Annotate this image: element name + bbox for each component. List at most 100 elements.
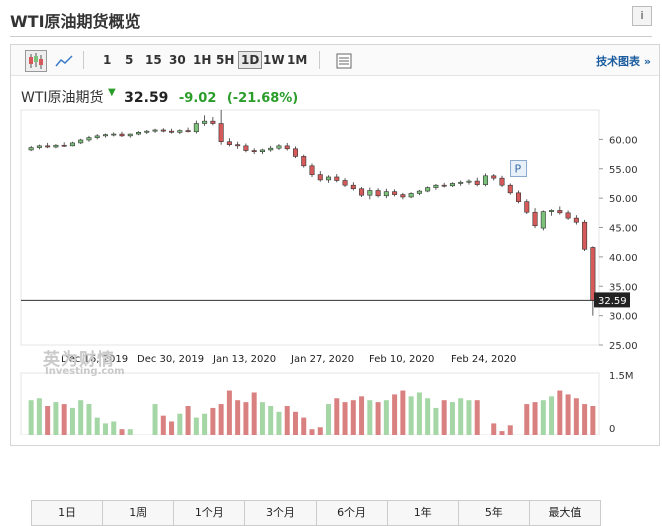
range-1d[interactable]: 1D xyxy=(238,51,263,69)
volume-bar xyxy=(309,429,315,435)
volume-bar xyxy=(160,415,166,435)
range-30min[interactable]: 30 xyxy=(169,53,186,67)
candle-body xyxy=(375,190,381,197)
annotation-marker-text: P xyxy=(515,162,522,175)
candle-body xyxy=(317,174,323,181)
candle-body xyxy=(433,184,439,188)
candle-body xyxy=(466,180,472,183)
volume-bar xyxy=(210,407,216,435)
period-1y[interactable]: 1年 xyxy=(388,501,459,525)
range-1m[interactable]: 1M xyxy=(287,53,308,67)
annotation-marker xyxy=(510,159,528,177)
volume-bar xyxy=(226,390,232,435)
candle-body xyxy=(284,145,290,150)
period-6m[interactable]: 6个月 xyxy=(317,501,388,525)
volume-bar xyxy=(53,402,59,435)
volume-tick-label: 1.5M xyxy=(609,371,634,382)
price-tick-label: 60.00 xyxy=(609,135,638,146)
volume-bar xyxy=(433,407,439,435)
range-1min[interactable]: 1 xyxy=(103,53,112,67)
volume-bar xyxy=(292,411,298,435)
candlestick-chart-icon[interactable] xyxy=(25,50,47,72)
date-tick-label: Feb 10, 2020 xyxy=(369,354,434,365)
candle-body xyxy=(350,184,356,190)
price-tick-label: 45.00 xyxy=(609,224,638,235)
info-icon[interactable]: i xyxy=(632,6,652,26)
volume-pane xyxy=(20,372,600,435)
candle-body xyxy=(94,135,100,138)
candle-body xyxy=(516,192,522,202)
technical-chart-link[interactable]: 技术图表 » xyxy=(596,55,651,68)
candle-body xyxy=(28,147,34,151)
volume-bar xyxy=(557,390,563,435)
price-chart[interactable]: 60.00 55.00 50.00 45.00 40.00 35.00 30.00 25.00… xyxy=(11,105,659,435)
last-price-tag xyxy=(594,292,630,308)
volume-bar xyxy=(193,417,199,435)
last-price-tag-text: 32.59 xyxy=(598,296,627,307)
range-5h[interactable]: 5H xyxy=(216,53,235,67)
price-pane xyxy=(20,109,600,346)
period-1d[interactable]: 1日 xyxy=(32,501,104,525)
volume-bar xyxy=(202,413,208,435)
candle-body xyxy=(441,184,447,187)
volume-bar xyxy=(342,402,348,435)
volume-bar xyxy=(284,406,290,435)
volume-bar xyxy=(367,400,373,435)
volume-bar xyxy=(185,406,191,435)
volume-bar xyxy=(458,398,464,435)
period-5y[interactable]: 5年 xyxy=(459,501,530,525)
period-max[interactable]: 最大值 xyxy=(548,506,582,519)
period-3m[interactable]: 3个月 xyxy=(245,501,317,525)
volume-bar xyxy=(36,398,42,435)
candle-body xyxy=(540,211,546,229)
volume-bar xyxy=(474,400,480,435)
toolbar-divider xyxy=(83,51,84,69)
candle-body xyxy=(193,123,199,133)
candle-body xyxy=(177,130,183,133)
date-tick-label: Jan 13, 2020 xyxy=(212,354,276,365)
candle-body xyxy=(102,134,108,137)
candle-body xyxy=(549,210,555,212)
chart-settings-icon[interactable] xyxy=(333,50,355,72)
candle-body xyxy=(61,144,67,147)
volume-bar xyxy=(507,425,513,435)
candle-body xyxy=(259,149,265,153)
candle-body xyxy=(111,133,117,136)
candle-body xyxy=(292,148,298,157)
candle-body xyxy=(400,194,406,198)
range-15min[interactable]: 15 xyxy=(145,53,162,67)
volume-bar xyxy=(416,392,422,435)
volume-bar xyxy=(532,402,538,435)
volume-bar xyxy=(251,392,257,435)
candle-body xyxy=(326,176,332,181)
range-5min[interactable]: 5 xyxy=(125,53,134,67)
price-tick-label: 55.00 xyxy=(609,165,638,176)
range-1h[interactable]: 1H xyxy=(193,53,212,67)
candle-body xyxy=(152,129,158,132)
candle-body xyxy=(235,144,241,147)
candle-body xyxy=(573,217,579,223)
candle-body xyxy=(408,193,414,198)
volume-bar xyxy=(317,427,323,435)
candle-body xyxy=(210,120,216,124)
volume-bar xyxy=(268,406,274,435)
volume-bar xyxy=(259,402,265,435)
period-selector: 1日 1周 1个月 3个月 6个月 1年 5年 最大值 xyxy=(31,500,601,526)
volume-bar xyxy=(127,429,133,435)
volume-tick-label: 0 xyxy=(609,424,615,435)
candle-body xyxy=(127,133,133,137)
candle-body xyxy=(359,188,365,196)
period-1m[interactable]: 1个月 xyxy=(174,501,246,525)
last-price: 32.59 xyxy=(124,90,169,106)
volume-bar xyxy=(590,406,596,435)
volume-bar xyxy=(78,400,84,435)
candle-body xyxy=(144,130,150,133)
line-chart-icon[interactable] xyxy=(53,50,75,72)
period-1w[interactable]: 1周 xyxy=(103,501,175,525)
range-1w[interactable]: 1W xyxy=(263,53,285,67)
candle-body xyxy=(507,184,513,194)
candle-body xyxy=(334,176,340,181)
instrument-name: WTI原油期货 xyxy=(21,90,104,106)
candle-body xyxy=(482,175,488,185)
candle-body xyxy=(276,145,282,149)
